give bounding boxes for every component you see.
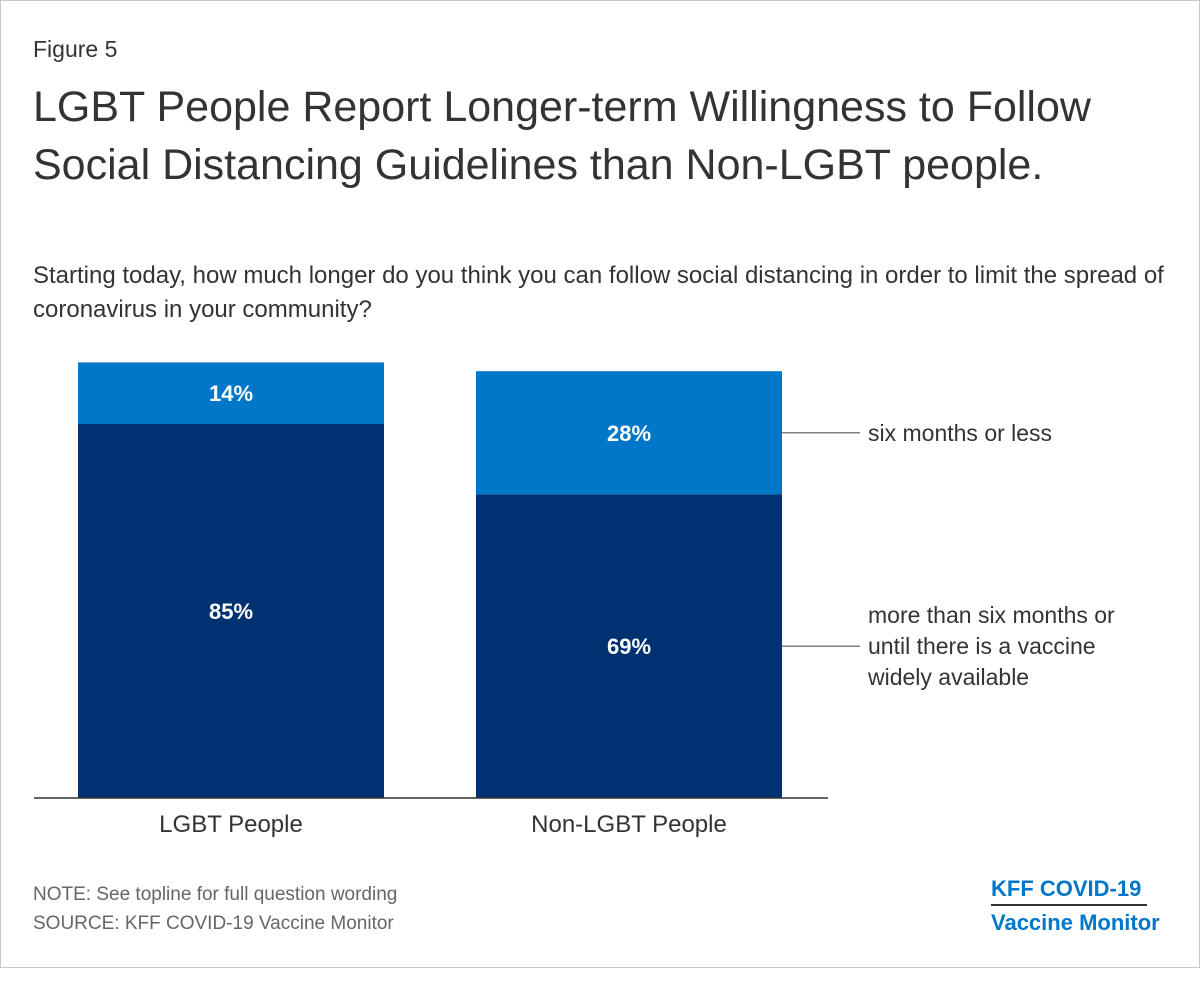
x-tick-label: LGBT People [159,811,303,838]
bar-segment-long-2 [476,494,782,798]
source-text: SOURCE: KFF COVID-19 Vaccine Monitor [33,913,394,934]
notes: NOTE: See topline for full question word… [33,880,397,938]
bar-segment-short-1 [78,362,384,424]
legend-label: more than six months or [868,602,1115,628]
bar-segment-long-1 [78,424,384,798]
chart-subtitle: Starting today, how much longer do you t… [33,262,1164,323]
kff-logo: KFF COVID-19 Vaccine Monitor [991,874,1160,937]
bar-segment-short-2 [476,371,782,495]
stacked-bar-chart: 85% 14% LGBT People 69% 28% Non-LGBT People mo… [34,362,1115,838]
logo-line-1: KFF COVID-19 [991,876,1142,901]
x-tick-label: Non-LGBT People [531,811,727,838]
data-label: 14% [209,381,253,406]
logo-line-2: Vaccine Monitor [991,910,1160,935]
logo-divider [991,904,1147,906]
data-label: 85% [209,599,253,624]
legend-label: six months or less [868,420,1052,446]
legend-label: widely available [867,664,1029,690]
data-label: 28% [607,421,651,446]
note-text: NOTE: See topline for full question word… [33,884,398,905]
data-label: 69% [607,634,651,659]
chart-title: LGBT People Report Longer-term Willingne… [33,83,1091,189]
figure-label: Figure 5 [33,36,118,62]
legend-label: until there is a vaccine [868,633,1096,659]
